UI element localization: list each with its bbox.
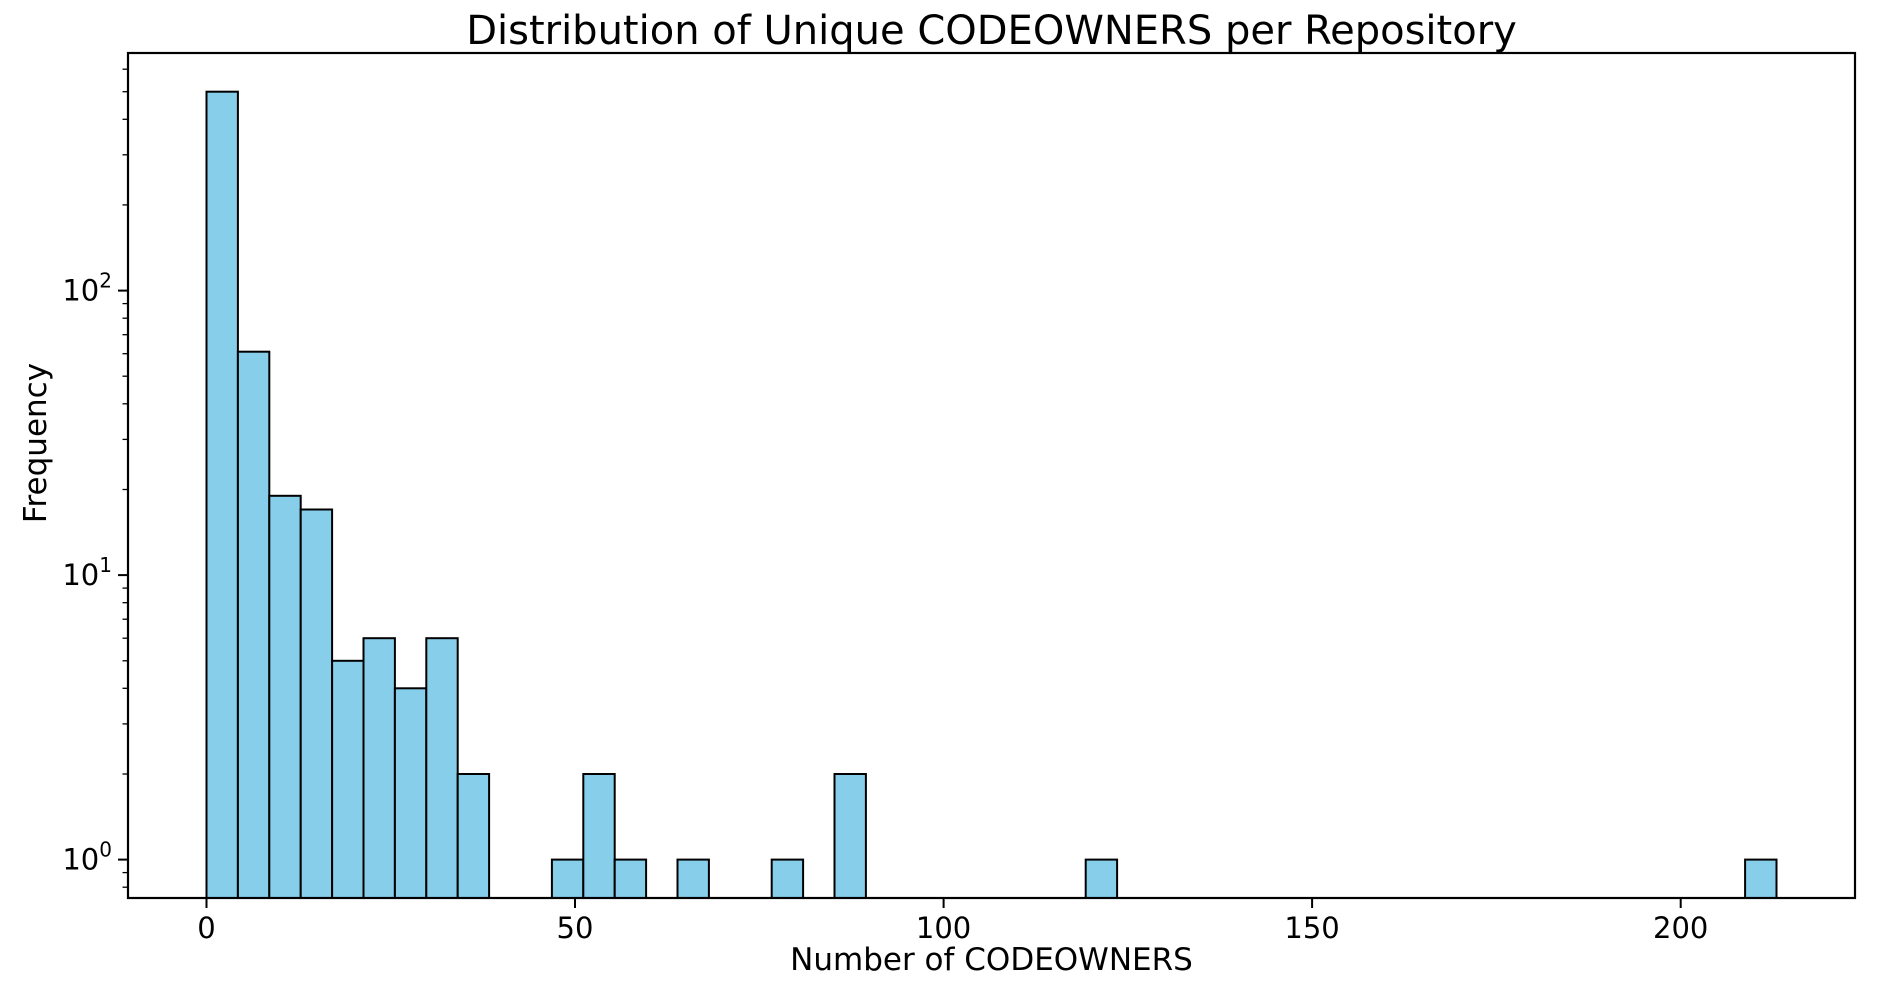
histogram-bar: [676, 858, 710, 899]
chart-title: Distribution of Unique CODEOWNERS per Re…: [466, 8, 1517, 54]
histogram-bar: [362, 637, 396, 899]
y-axis-tick-label: 101: [62, 553, 112, 592]
histogram-bar: [299, 508, 334, 899]
histogram-bar: [268, 494, 302, 899]
histogram-bar: [425, 637, 459, 899]
histogram-bar: [1744, 858, 1778, 899]
histogram-bar: [236, 350, 271, 899]
x-axis-tick-label: 100: [916, 911, 971, 945]
x-axis-tick-label: 150: [1284, 911, 1339, 945]
histogram-bar: [770, 858, 805, 899]
y-axis-tick-label: 102: [62, 269, 112, 308]
histogram-bar: [205, 90, 239, 899]
x-axis-tick-label: 50: [557, 911, 594, 945]
x-axis-tick-label: 0: [197, 911, 215, 945]
histogram-bar: [613, 858, 648, 899]
y-axis-label: Frequency: [18, 362, 54, 524]
y-axis-tick-label: 100: [62, 838, 112, 877]
histogram-bar: [1084, 858, 1119, 899]
histogram-bar: [393, 687, 428, 899]
x-axis-tick-label: 200: [1653, 911, 1708, 945]
histogram-bar: [331, 659, 365, 899]
x-axis-label: Number of CODEOWNERS: [790, 942, 1193, 978]
histogram-bar: [550, 858, 585, 899]
plot-border: [126, 51, 1857, 900]
histogram-bar: [456, 773, 491, 899]
histogram-bar: [833, 773, 867, 899]
histogram-bar: [582, 773, 616, 899]
